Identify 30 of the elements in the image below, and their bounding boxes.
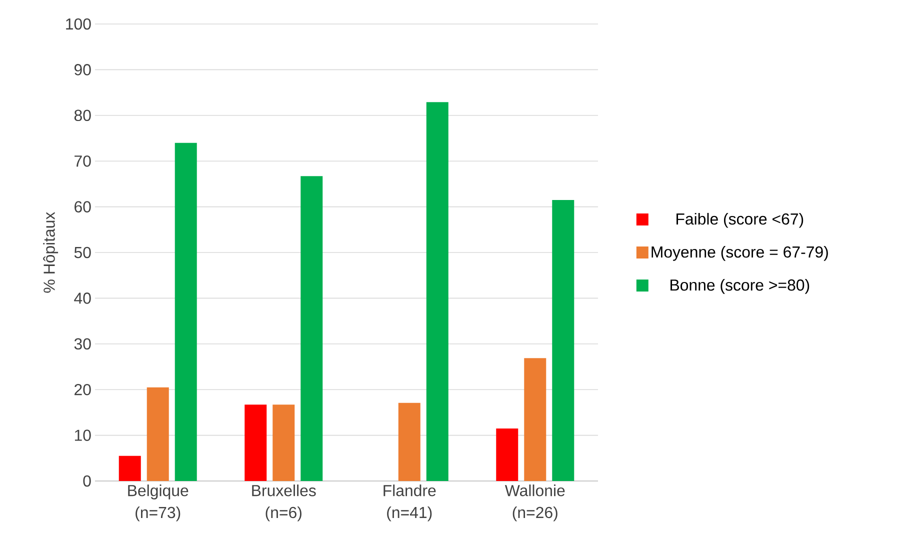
x-tick-label: Belgique (n=73) xyxy=(128,484,188,522)
y-tick-label: 90 xyxy=(74,64,91,76)
legend-label: Faible (score <67) xyxy=(676,212,804,228)
bar xyxy=(118,456,141,481)
bar xyxy=(244,404,267,481)
y-tick-label: 10 xyxy=(74,430,91,441)
bar xyxy=(272,404,295,481)
bar xyxy=(524,358,546,481)
bar xyxy=(174,142,197,481)
bar xyxy=(300,176,323,481)
y-axis-title: % Hôpitaux xyxy=(43,212,58,293)
x-tick-label: Wallonie (n=26) xyxy=(504,484,565,522)
bar xyxy=(426,102,448,481)
x-tick-label: Flandre (n=41) xyxy=(384,484,436,522)
y-tick-label: 60 xyxy=(74,201,91,212)
y-tick-label: 30 xyxy=(74,338,91,350)
y-tick-label: 50 xyxy=(74,246,91,258)
y-tick-label: 40 xyxy=(74,292,91,304)
bar xyxy=(496,428,518,481)
x-tick-label: Bruxelles (n=6) xyxy=(252,484,316,522)
legend-label: Bonne (score >=80) xyxy=(670,279,810,294)
y-tick-label: 80 xyxy=(74,110,91,122)
bar xyxy=(146,387,169,481)
bar xyxy=(398,402,420,481)
y-tick-label: 70 xyxy=(74,155,91,167)
y-tick-label: 100 xyxy=(66,18,91,30)
bar xyxy=(552,200,574,481)
legend-label: Moyenne (score = 67-79) xyxy=(652,246,828,261)
y-tick-label: 0 xyxy=(83,475,91,487)
y-tick-label: 20 xyxy=(74,384,91,396)
